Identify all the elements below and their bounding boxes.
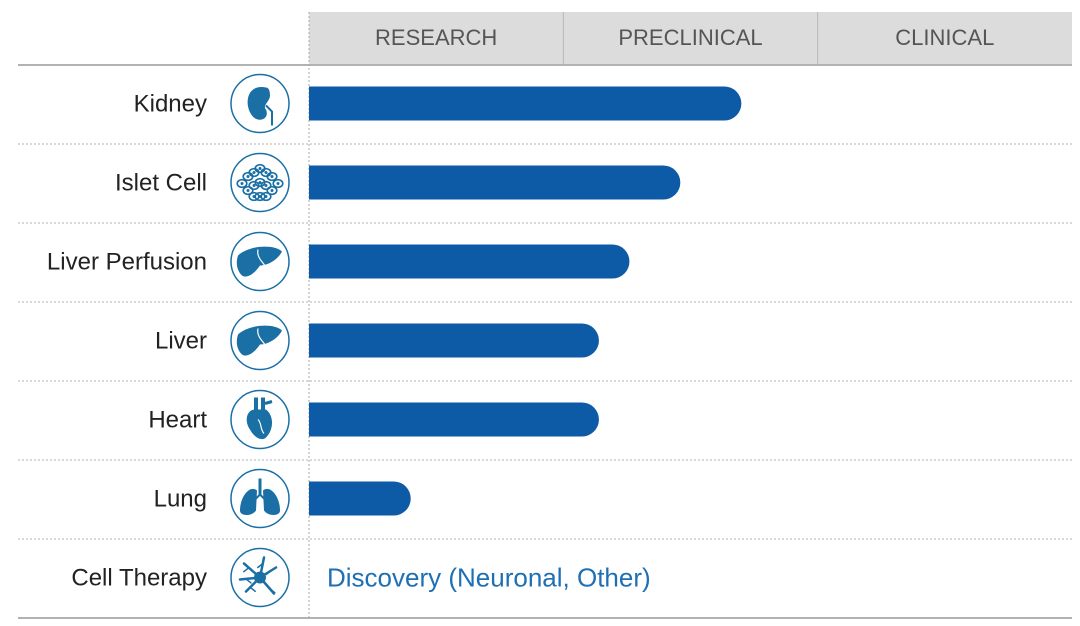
category-note: Discovery (Neuronal, Other)	[327, 563, 651, 593]
category-label: Liver Perfusion	[47, 249, 207, 276]
kidney-icon	[230, 73, 290, 134]
stage-header-bg	[309, 12, 1072, 64]
bar	[309, 402, 599, 437]
category-label: Heart	[148, 407, 207, 434]
bar	[309, 86, 742, 121]
bar	[309, 165, 681, 200]
category-label: Cell Therapy	[71, 565, 207, 592]
category-label: Lung	[154, 486, 207, 513]
category-label: Liver	[155, 328, 207, 355]
category-label: Islet Cell	[115, 170, 207, 197]
bar	[309, 244, 630, 279]
stage-header-label: PRECLINICAL	[618, 25, 762, 50]
bar	[309, 323, 599, 358]
stage-header-label: CLINICAL	[895, 25, 994, 50]
islet-cell-icon	[230, 152, 290, 213]
heart-icon	[230, 389, 290, 450]
stage-header-label: RESEARCH	[375, 25, 497, 50]
lungs-icon	[230, 468, 290, 529]
liver-icon	[230, 310, 290, 371]
liver-icon	[230, 231, 290, 292]
category-label: Kidney	[134, 91, 207, 118]
neuron-icon	[230, 547, 290, 608]
bar	[309, 481, 411, 516]
